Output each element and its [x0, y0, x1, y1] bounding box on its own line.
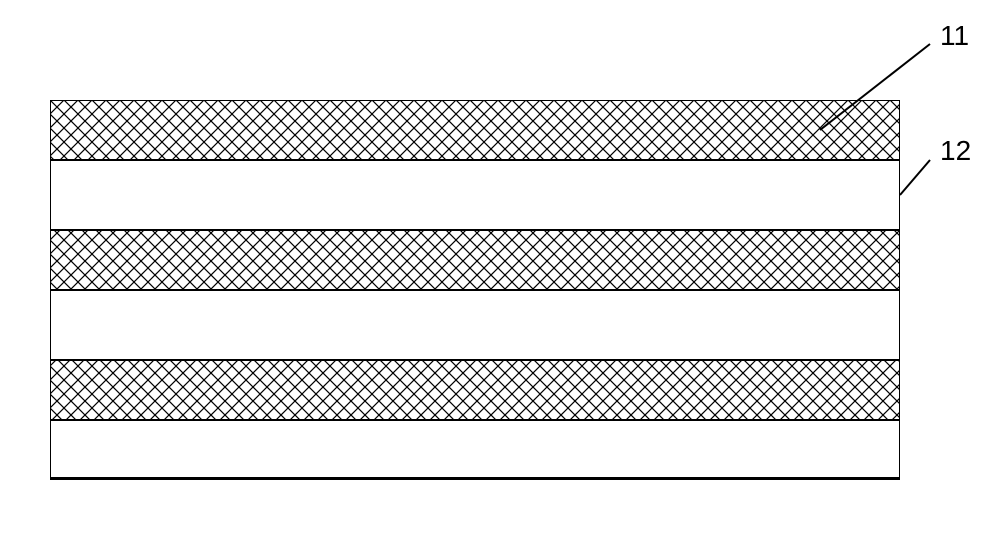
- layer-0-hatched: [50, 100, 900, 160]
- layer-2-hatched: [50, 230, 900, 290]
- diagram-svg: [50, 100, 900, 480]
- layer-1-plain: [50, 160, 900, 230]
- layer-3-plain: [50, 290, 900, 360]
- label-11: 11: [940, 20, 969, 52]
- label-12: 12: [940, 135, 971, 167]
- layer-5-plain: [50, 420, 900, 478]
- leader-line-12: [900, 160, 930, 195]
- layered-diagram: [50, 100, 900, 480]
- layer-4-hatched: [50, 360, 900, 420]
